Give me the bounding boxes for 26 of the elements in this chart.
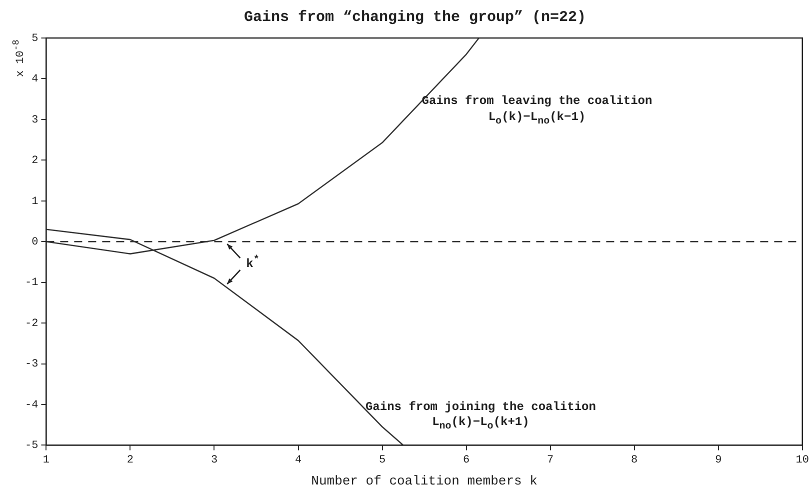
y-tick-label: 5 [32,32,38,45]
y-tick-label: -3 [25,358,38,371]
y-tick-label: 0 [32,236,38,249]
y-tick-label: 4 [32,74,39,86]
y-tick-label: 3 [32,114,38,126]
x-axis-title: Number of coalition members k [311,474,538,489]
x-tick-label: 6 [463,454,470,467]
x-tick-label: 4 [294,454,302,467]
x-tick-label: 9 [715,454,722,467]
annotation: Gains from joining the coalition L$_{no}$(k)−L$_{o}$(k+1) [365,400,596,434]
x-tick-label: 10 [796,454,809,467]
y-tick-label: -5 [25,440,38,452]
x-tick-label: 7 [547,454,554,467]
x-tick-label: 2 [126,454,134,467]
y-tick-label: -2 [25,318,38,330]
y-tick-label: 1 [32,196,39,208]
y-tick-label: -4 [25,399,39,412]
y-tick-label: 2 [32,155,38,168]
annotation: Gains from leaving the coalition L$_{o}$(k)−L$_{no}$(k−1) [422,94,652,128]
x-tick-label: 5 [378,454,386,467]
x-tick-label: 3 [210,454,218,467]
y-tick-label: -1 [25,277,39,290]
annotation: k$^{*}$ [246,254,260,274]
chart-title: Gains from “changing the group” (n=22) [244,8,586,26]
x-tick-label: 8 [631,454,638,467]
x-tick-label: 1 [42,454,50,467]
